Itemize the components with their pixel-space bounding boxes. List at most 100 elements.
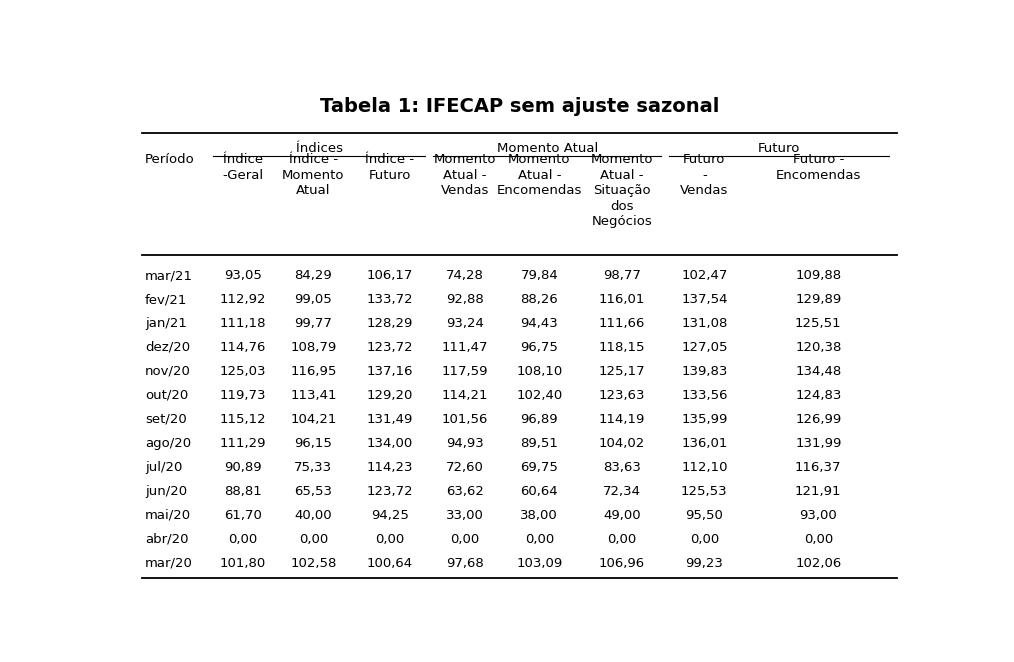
- Text: 72,60: 72,60: [446, 461, 484, 474]
- Text: 102,58: 102,58: [290, 557, 337, 569]
- Text: 79,84: 79,84: [520, 269, 558, 282]
- Text: 72,34: 72,34: [603, 485, 641, 498]
- Text: 119,73: 119,73: [219, 389, 266, 402]
- Text: 96,15: 96,15: [294, 437, 333, 449]
- Text: jul/20: jul/20: [145, 461, 183, 474]
- Text: mar/20: mar/20: [145, 557, 193, 569]
- Text: 100,64: 100,64: [367, 557, 413, 569]
- Text: Momento
Atual -
Encomendas: Momento Atual - Encomendas: [497, 154, 582, 197]
- Text: 0,00: 0,00: [607, 533, 637, 545]
- Text: 114,21: 114,21: [441, 389, 488, 402]
- Text: 133,56: 133,56: [681, 389, 728, 402]
- Text: 114,19: 114,19: [598, 413, 645, 426]
- Text: 83,63: 83,63: [603, 461, 641, 474]
- Text: 116,37: 116,37: [795, 461, 842, 474]
- Text: Índice
-Geral: Índice -Geral: [222, 154, 264, 182]
- Text: 63,62: 63,62: [446, 485, 484, 498]
- Text: 106,96: 106,96: [599, 557, 645, 569]
- Text: Índice -
Futuro: Índice - Futuro: [365, 154, 415, 182]
- Text: 135,99: 135,99: [681, 413, 727, 426]
- Text: 106,17: 106,17: [367, 269, 413, 282]
- Text: 123,72: 123,72: [367, 485, 414, 498]
- Text: 108,10: 108,10: [516, 365, 563, 378]
- Text: 99,23: 99,23: [685, 557, 723, 569]
- Text: 120,38: 120,38: [795, 341, 842, 354]
- Text: 33,00: 33,00: [446, 508, 484, 522]
- Text: 49,00: 49,00: [603, 508, 641, 522]
- Text: 93,00: 93,00: [799, 508, 838, 522]
- Text: 99,77: 99,77: [294, 317, 333, 330]
- Text: 0,00: 0,00: [524, 533, 554, 545]
- Text: 131,49: 131,49: [367, 413, 413, 426]
- Text: out/20: out/20: [145, 389, 188, 402]
- Text: mar/21: mar/21: [145, 269, 193, 282]
- Text: 0,00: 0,00: [375, 533, 405, 545]
- Text: 116,95: 116,95: [290, 365, 337, 378]
- Text: 131,08: 131,08: [681, 317, 727, 330]
- Text: 113,41: 113,41: [290, 389, 337, 402]
- Text: mai/20: mai/20: [145, 508, 191, 522]
- Text: 126,99: 126,99: [795, 413, 842, 426]
- Text: 0,00: 0,00: [450, 533, 480, 545]
- Text: Futuro: Futuro: [757, 142, 800, 155]
- Text: 0,00: 0,00: [690, 533, 719, 545]
- Text: 93,05: 93,05: [224, 269, 262, 282]
- Text: 99,05: 99,05: [294, 293, 333, 306]
- Text: Índice -
Momento
Atual: Índice - Momento Atual: [282, 154, 345, 197]
- Text: 103,09: 103,09: [516, 557, 563, 569]
- Text: 90,89: 90,89: [224, 461, 262, 474]
- Text: Índices: Índices: [296, 142, 343, 155]
- Text: ago/20: ago/20: [145, 437, 191, 449]
- Text: 133,72: 133,72: [367, 293, 414, 306]
- Text: 93,24: 93,24: [446, 317, 484, 330]
- Text: 95,50: 95,50: [685, 508, 723, 522]
- Text: 139,83: 139,83: [681, 365, 727, 378]
- Text: 92,88: 92,88: [446, 293, 484, 306]
- Text: 136,01: 136,01: [681, 437, 727, 449]
- Text: 137,54: 137,54: [681, 293, 728, 306]
- Text: Futuro -
Encomendas: Futuro - Encomendas: [776, 154, 861, 182]
- Text: 134,00: 134,00: [367, 437, 413, 449]
- Text: 125,03: 125,03: [219, 365, 266, 378]
- Text: 125,53: 125,53: [681, 485, 728, 498]
- Text: 0,00: 0,00: [228, 533, 258, 545]
- Text: 102,47: 102,47: [681, 269, 727, 282]
- Text: 112,92: 112,92: [219, 293, 266, 306]
- Text: 111,47: 111,47: [441, 341, 488, 354]
- Text: 38,00: 38,00: [520, 508, 558, 522]
- Text: 104,02: 104,02: [598, 437, 645, 449]
- Text: Período: Período: [145, 154, 195, 166]
- Text: 118,15: 118,15: [598, 341, 645, 354]
- Text: 137,16: 137,16: [367, 365, 414, 378]
- Text: nov/20: nov/20: [145, 365, 191, 378]
- Text: Momento Atual: Momento Atual: [497, 142, 598, 155]
- Text: 97,68: 97,68: [446, 557, 484, 569]
- Text: 0,00: 0,00: [299, 533, 328, 545]
- Text: 114,23: 114,23: [367, 461, 414, 474]
- Text: jun/20: jun/20: [145, 485, 187, 498]
- Text: set/20: set/20: [145, 413, 187, 426]
- Text: 111,29: 111,29: [219, 437, 266, 449]
- Text: 123,63: 123,63: [598, 389, 645, 402]
- Text: 102,06: 102,06: [795, 557, 842, 569]
- Text: 117,59: 117,59: [441, 365, 488, 378]
- Text: 112,10: 112,10: [681, 461, 728, 474]
- Text: 88,81: 88,81: [224, 485, 262, 498]
- Text: Momento
Atual -
Situação
dos
Negócios: Momento Atual - Situação dos Negócios: [590, 154, 653, 228]
- Text: 94,25: 94,25: [371, 508, 409, 522]
- Text: 128,29: 128,29: [367, 317, 413, 330]
- Text: 101,56: 101,56: [441, 413, 488, 426]
- Text: 124,83: 124,83: [795, 389, 842, 402]
- Text: 84,29: 84,29: [294, 269, 333, 282]
- Text: 111,18: 111,18: [219, 317, 266, 330]
- Text: 40,00: 40,00: [295, 508, 333, 522]
- Text: jan/21: jan/21: [145, 317, 187, 330]
- Text: 131,99: 131,99: [795, 437, 842, 449]
- Text: abr/20: abr/20: [145, 533, 189, 545]
- Text: 96,89: 96,89: [520, 413, 558, 426]
- Text: 134,48: 134,48: [795, 365, 842, 378]
- Text: Momento
Atual -
Vendas: Momento Atual - Vendas: [433, 154, 496, 197]
- Text: 129,20: 129,20: [367, 389, 413, 402]
- Text: 125,17: 125,17: [598, 365, 645, 378]
- Text: 0,00: 0,00: [804, 533, 832, 545]
